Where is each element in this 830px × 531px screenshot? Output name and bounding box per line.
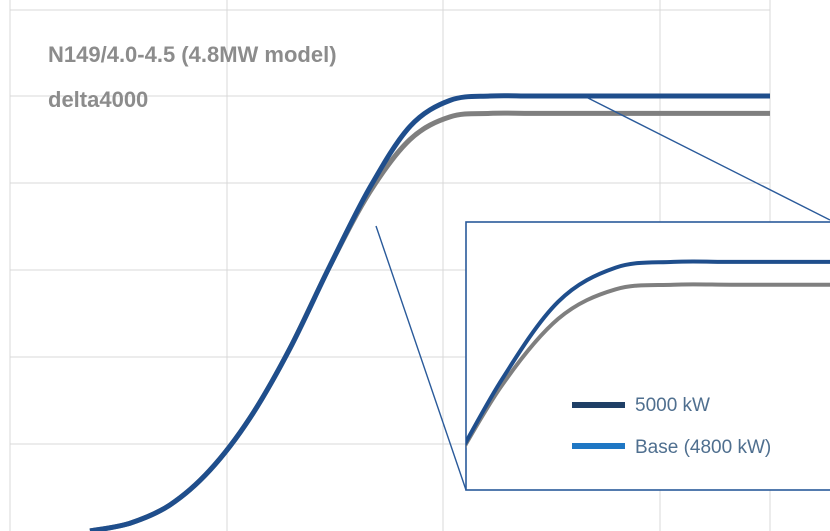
legend: 5000 kW Base (4800 kW) [572,395,771,458]
inset-frame [465,221,830,491]
zoom-connector-line [587,97,830,221]
inset-series-group [466,259,830,448]
main-series-group [89,93,770,531]
inset-series-line-base [466,282,830,448]
zoom-connectors [375,97,830,491]
chart-title-line-1: N149/4.0-4.5 (4.8MW model) [48,42,337,67]
chart-title-line-2: delta4000 [48,87,148,112]
legend-label-5000kw: 5000 kW [635,395,710,416]
legend-label-base: Base (4800 kW) [635,437,771,458]
inset-series-line-5000kw [466,259,830,447]
zoom-inset: 5000 kW Base (4800 kW) [465,221,830,491]
series-line-5000kw [89,93,770,531]
zoom-connector-line [375,225,467,491]
